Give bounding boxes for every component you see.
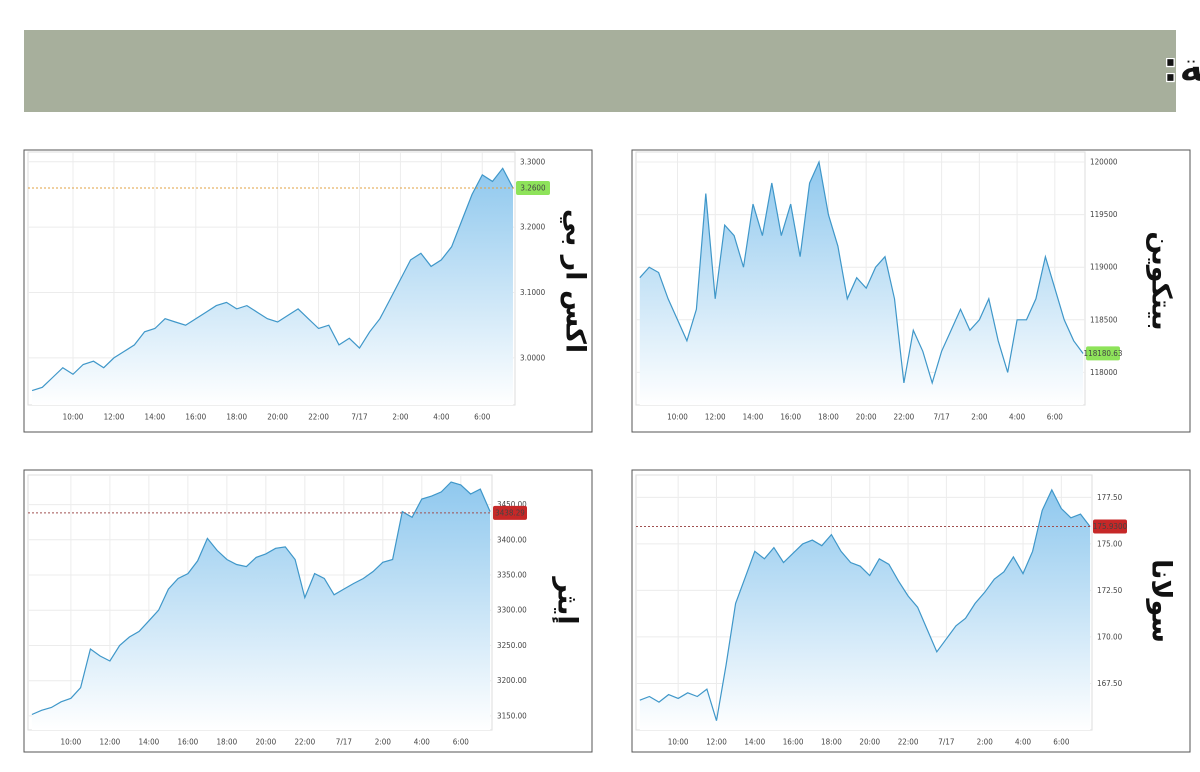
- x-tick-label: 20:00: [255, 738, 276, 747]
- x-tick-label: 22:00: [308, 413, 329, 422]
- current-price-label: 3.2600: [520, 183, 546, 192]
- x-tick-label: 22:00: [294, 738, 315, 747]
- x-tick-label: 12:00: [104, 413, 125, 422]
- y-tick-label: 3300.00: [497, 606, 527, 615]
- x-tick-label: 12:00: [705, 413, 726, 422]
- y-tick-label: 119000: [1090, 263, 1118, 272]
- x-tick-label: 12:00: [100, 738, 121, 747]
- y-tick-label: 3450.00: [497, 500, 527, 509]
- y-tick-label: 119500: [1090, 210, 1118, 219]
- x-tick-label: 7/17: [336, 738, 352, 747]
- y-tick-label: 177.50: [1097, 493, 1123, 502]
- x-tick-label: 14:00: [138, 738, 159, 747]
- x-tick-label: 2:00: [977, 738, 994, 747]
- x-tick-label: 2:00: [375, 738, 392, 747]
- y-tick-label: 3350.00: [497, 571, 527, 580]
- header-bar: [24, 30, 1176, 112]
- current-price-tag: [516, 180, 550, 195]
- y-tick-label: 3200.00: [497, 676, 527, 685]
- current-price-label: 118180.63: [1084, 349, 1123, 358]
- x-tick-label: 4:00: [1009, 413, 1026, 422]
- y-tick-label: 120000: [1090, 157, 1118, 166]
- chart-title: اكس ار بي: [560, 209, 591, 353]
- x-tick-label: 6:00: [453, 738, 470, 747]
- x-tick-label: 2:00: [392, 413, 409, 422]
- y-tick-label: 118500: [1090, 315, 1118, 324]
- x-tick-label: 20:00: [267, 413, 288, 422]
- current-price-tag: [1093, 519, 1127, 534]
- x-tick-label: 10:00: [61, 738, 82, 747]
- y-tick-label: 3.3000: [520, 157, 546, 166]
- price-line: [639, 488, 1091, 721]
- x-tick-label: 2:00: [971, 413, 988, 422]
- x-tick-label: 7/17: [938, 738, 954, 747]
- x-tick-label: 6:00: [1047, 413, 1064, 422]
- x-tick-label: 4:00: [1015, 738, 1032, 747]
- chart-title: إيثر: [552, 575, 583, 624]
- x-tick-label: 6:00: [474, 413, 491, 422]
- chart-title: بيتكوين: [1146, 231, 1177, 330]
- price-line: [639, 159, 1084, 386]
- x-tick-label: 22:00: [898, 738, 919, 747]
- area: [32, 168, 513, 405]
- x-tick-label: 10:00: [63, 413, 84, 422]
- y-tick-label: 172.50: [1097, 586, 1123, 595]
- x-tick-label: 22:00: [894, 413, 915, 422]
- x-tick-label: 16:00: [185, 413, 206, 422]
- header-title: تحركات العملات الرقمية:: [1162, 43, 1200, 93]
- y-tick-label: 170.00: [1097, 632, 1123, 641]
- x-tick-label: 18:00: [216, 738, 237, 747]
- y-tick-label: 3250.00: [497, 641, 527, 650]
- y-tick-label: 175.00: [1097, 539, 1123, 548]
- price-line: [31, 481, 491, 716]
- x-tick-label: 18:00: [821, 738, 842, 747]
- x-tick-label: 16:00: [780, 413, 801, 422]
- x-tick-label: 14:00: [743, 413, 764, 422]
- x-tick-label: 20:00: [859, 738, 880, 747]
- y-tick-label: 3150.00: [497, 711, 527, 720]
- chart-title: سولانا: [1146, 559, 1177, 643]
- y-tick-label: 3.0000: [520, 353, 546, 362]
- x-tick-label: 12:00: [706, 738, 727, 747]
- area: [31, 482, 491, 730]
- current-price-label: 175.9300: [1093, 522, 1128, 531]
- current-price-tag: [493, 505, 527, 520]
- x-tick-label: 10:00: [668, 738, 689, 747]
- x-tick-label: 18:00: [818, 413, 839, 422]
- y-tick-label: 3.1000: [520, 288, 546, 297]
- x-tick-label: 7/17: [351, 413, 367, 422]
- x-tick-label: 16:00: [783, 738, 804, 747]
- x-tick-label: 20:00: [856, 413, 877, 422]
- x-tick-label: 18:00: [226, 413, 247, 422]
- x-tick-label: 16:00: [177, 738, 198, 747]
- y-tick-label: 118000: [1090, 368, 1118, 377]
- area: [639, 489, 1091, 730]
- x-tick-label: 7/17: [934, 413, 950, 422]
- x-tick-label: 4:00: [414, 738, 431, 747]
- x-tick-label: 6:00: [1053, 738, 1070, 747]
- y-tick-label: 3.2000: [520, 223, 546, 232]
- price-line: [31, 167, 514, 392]
- x-tick-label: 14:00: [744, 738, 765, 747]
- x-tick-label: 14:00: [144, 413, 165, 422]
- y-tick-label: 167.50: [1097, 679, 1123, 688]
- current-price-label: 3438.29: [495, 508, 525, 517]
- y-tick-label: 3400.00: [497, 535, 527, 544]
- x-tick-label: 4:00: [433, 413, 450, 422]
- current-price-tag: [1086, 346, 1120, 361]
- x-tick-label: 10:00: [667, 413, 688, 422]
